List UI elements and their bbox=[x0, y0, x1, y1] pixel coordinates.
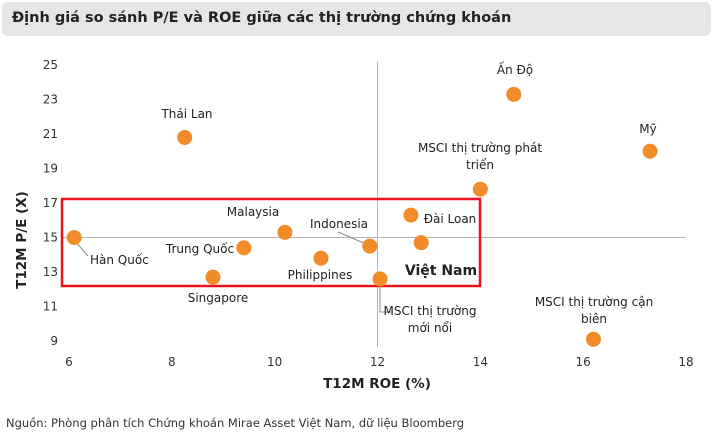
point-label: Singapore bbox=[188, 291, 249, 305]
data-point bbox=[362, 238, 378, 254]
x-tick-label: 18 bbox=[678, 355, 693, 369]
y-tick-label: 19 bbox=[43, 162, 58, 176]
point-label: Việt Nam bbox=[405, 263, 477, 279]
data-point bbox=[236, 240, 252, 256]
data-point bbox=[472, 181, 488, 197]
data-point bbox=[506, 86, 522, 102]
point-label: Hàn Quốc bbox=[90, 253, 149, 267]
x-tick-label: 16 bbox=[576, 355, 591, 369]
x-tick-label: 8 bbox=[168, 355, 176, 369]
y-tick-label: 11 bbox=[43, 300, 58, 314]
y-tick-label: 15 bbox=[43, 231, 58, 245]
highlight-box bbox=[60, 197, 482, 288]
leader-line bbox=[337, 231, 367, 245]
point-label: Malaysia bbox=[227, 205, 279, 219]
leader-line bbox=[379, 283, 392, 313]
x-tick-label: 12 bbox=[370, 355, 385, 369]
data-point bbox=[277, 224, 293, 240]
point-label: Thái Lan bbox=[160, 107, 212, 121]
data-point bbox=[413, 235, 429, 251]
point-label: MSCI thị trường cận biên bbox=[535, 295, 653, 326]
data-point bbox=[66, 230, 82, 245]
chart-title: Định giá so sánh P/E và ROE giữa các thị… bbox=[12, 10, 512, 26]
data-point bbox=[205, 269, 221, 285]
point-label: Indonesia bbox=[310, 217, 368, 231]
point-label: MSCI thị trường mới nổi bbox=[384, 304, 477, 335]
y-tick-label: 17 bbox=[43, 196, 58, 210]
point-label: Mỹ bbox=[639, 122, 656, 136]
scatter-chart: 9 11 13 15 17 19 21 23 25 6 8 10 12 14 16 18 T12M ROE (%… bbox=[14, 58, 694, 392]
y-tick-label: 9 bbox=[50, 334, 58, 348]
point-label: Ấn Độ bbox=[497, 61, 533, 77]
point-label: Đài Loan bbox=[424, 212, 477, 226]
data-point bbox=[585, 331, 601, 347]
data-point bbox=[372, 271, 388, 287]
data-point bbox=[313, 250, 329, 266]
point-label: Philippines bbox=[288, 268, 353, 282]
y-tick-label: 21 bbox=[43, 127, 58, 141]
x-tick-label: 6 bbox=[65, 355, 73, 369]
x-tick-label: 14 bbox=[473, 355, 488, 369]
y-tick-label: 13 bbox=[43, 265, 58, 279]
y-axis-label: T12M P/E (X) bbox=[14, 191, 30, 289]
source-note: Nguồn: Phòng phân tích Chứng khoán Mirae… bbox=[6, 416, 465, 430]
y-tick-label: 23 bbox=[43, 93, 58, 107]
x-axis-label: T12M ROE (%) bbox=[323, 376, 431, 392]
y-tick-label: 25 bbox=[43, 58, 58, 72]
point-label: MSCI thị trường phát triển bbox=[418, 141, 542, 172]
data-point bbox=[403, 207, 419, 223]
title-bar: Định giá so sánh P/E và ROE giữa các thị… bbox=[2, 2, 711, 36]
point-label: Trung Quốc bbox=[165, 242, 234, 256]
x-tick-label: 10 bbox=[267, 355, 282, 369]
data-point bbox=[642, 143, 658, 159]
data-point bbox=[177, 129, 193, 145]
